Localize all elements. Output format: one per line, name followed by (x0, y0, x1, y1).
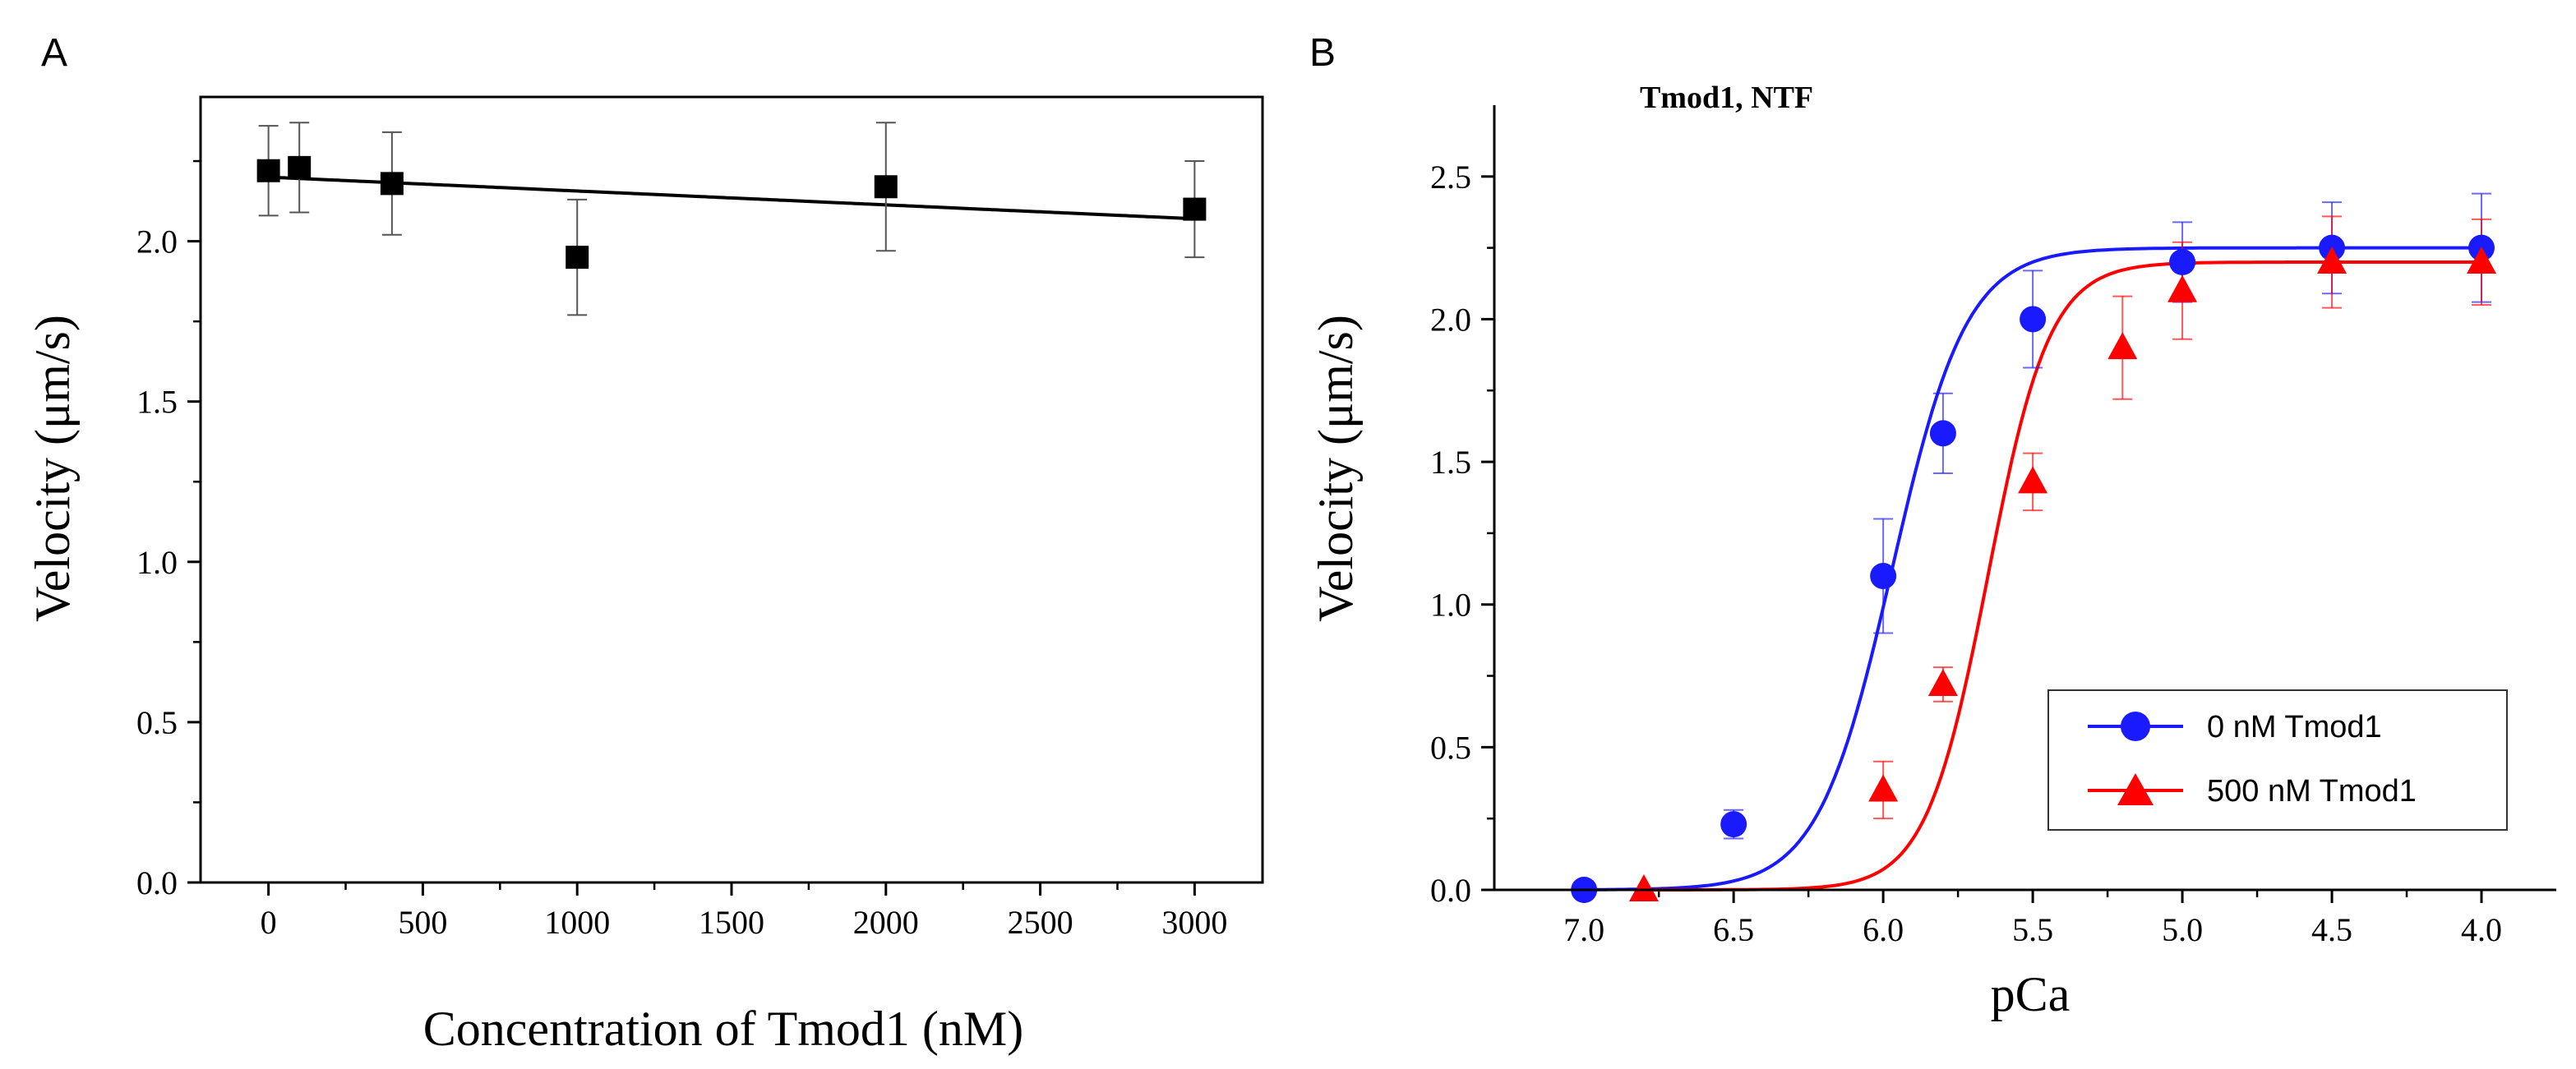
y-tick-label: 2.5 (1430, 159, 1471, 196)
data-point (380, 172, 404, 196)
y-tick-label: 0.5 (136, 704, 178, 741)
panel-a-ticks: 0 500 1000 1500 2000 2500 3000 0.0 0.5 1.0 1.5 2.0 (136, 159, 1227, 941)
x-tick-label: 500 (398, 904, 447, 941)
legend: 0 nM Tmod1 500 nM Tmod1 (2047, 689, 2508, 831)
plot-frame (199, 95, 1264, 884)
panel-a-error-bars (258, 122, 1205, 316)
panel-a-markers (256, 155, 1207, 270)
data-point (2467, 247, 2497, 274)
x-tick-label: 4.0 (2461, 911, 2502, 948)
panel-b-title: Tmod1, NTF (1640, 81, 1813, 115)
panel-b-y-axis-title: Velocity (μm/s) (1309, 315, 1363, 622)
panel-b-label: B (1309, 31, 1336, 75)
data-point (256, 159, 280, 182)
panel-b-markers (1571, 234, 2497, 903)
data-point (2107, 332, 2138, 360)
data-point (874, 175, 898, 199)
data-point (1720, 811, 1747, 838)
panel-a-label: A (41, 31, 67, 75)
y-tick-label: 2.0 (136, 223, 178, 260)
y-tick-label: 0.0 (136, 864, 178, 901)
y-tick-label: 2.0 (1430, 301, 1471, 338)
x-tick-label: 6.0 (1863, 911, 1904, 948)
x-tick-label: 5.0 (2162, 911, 2203, 948)
x-tick-label: 7.0 (1563, 911, 1604, 948)
data-point (1929, 420, 1956, 447)
legend-box (2047, 689, 2508, 831)
panel-a-x-axis-title: Concentration of Tmod1 (nM) (423, 1002, 1023, 1056)
x-tick-label: 1500 (699, 904, 764, 941)
y-tick-label: 1.5 (1430, 444, 1471, 481)
data-point (1628, 874, 1659, 901)
data-point (2018, 466, 2048, 494)
legend-entry-label: 500 nM Tmod1 (2207, 774, 2417, 809)
y-tick-label: 1.5 (136, 384, 178, 421)
x-tick-label: 6.5 (1713, 911, 1754, 948)
fit-line-velocity (270, 175, 1193, 221)
data-point (566, 246, 589, 270)
legend-swatch-marker (2121, 712, 2150, 741)
panel-b: B Tmod1, NTF pCa Velocity (μm/s) 7.0 6.5 6… (1309, 31, 2556, 1021)
panel-b-axes (1493, 105, 2556, 892)
x-tick-label: 2500 (1008, 904, 1073, 941)
y-tick-label: 0.5 (1430, 729, 1471, 766)
legend-swatch-marker (2117, 773, 2154, 805)
data-point (1870, 563, 1897, 589)
data-point (2169, 249, 2196, 275)
y-tick-label: 1.0 (136, 544, 178, 581)
x-tick-label: 3000 (1161, 904, 1227, 941)
data-point (2020, 306, 2047, 333)
panel-a: A Concentration of Tmod1 (nM) Velocity (… (25, 31, 1264, 1056)
data-point (1183, 197, 1207, 221)
panel-a-y-axis-title: Velocity (μm/s) (25, 315, 80, 622)
x-tick-label: 2000 (853, 904, 919, 941)
x-tick-label: 4.5 (2311, 911, 2352, 948)
panel-a-axes (199, 95, 1264, 884)
x-tick-label: 0 (261, 904, 277, 941)
data-point (288, 155, 312, 179)
panel-b-x-axis-title: pCa (1991, 967, 2070, 1021)
y-tick-label: 1.0 (1430, 587, 1471, 624)
x-tick-label: 5.5 (2012, 911, 2053, 948)
panel-a-fit-lines (270, 175, 1193, 221)
data-point (2317, 247, 2347, 274)
data-point (2167, 274, 2198, 302)
y-tick-label: 0.0 (1430, 872, 1471, 909)
data-point (1927, 668, 1958, 696)
x-tick-label: 1000 (544, 904, 610, 941)
legend-entry-label: 0 nM Tmod1 (2207, 710, 2382, 744)
data-point (1868, 774, 1899, 802)
